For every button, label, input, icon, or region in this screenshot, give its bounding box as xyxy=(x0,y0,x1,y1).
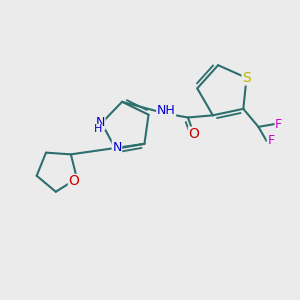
Text: O: O xyxy=(68,175,80,188)
Text: F: F xyxy=(275,118,282,130)
Text: S: S xyxy=(242,71,251,85)
Text: N: N xyxy=(112,141,122,154)
Text: NH: NH xyxy=(157,103,176,117)
Text: N: N xyxy=(95,116,105,130)
Text: O: O xyxy=(188,127,200,141)
Text: H: H xyxy=(94,124,102,134)
Text: F: F xyxy=(267,134,274,147)
